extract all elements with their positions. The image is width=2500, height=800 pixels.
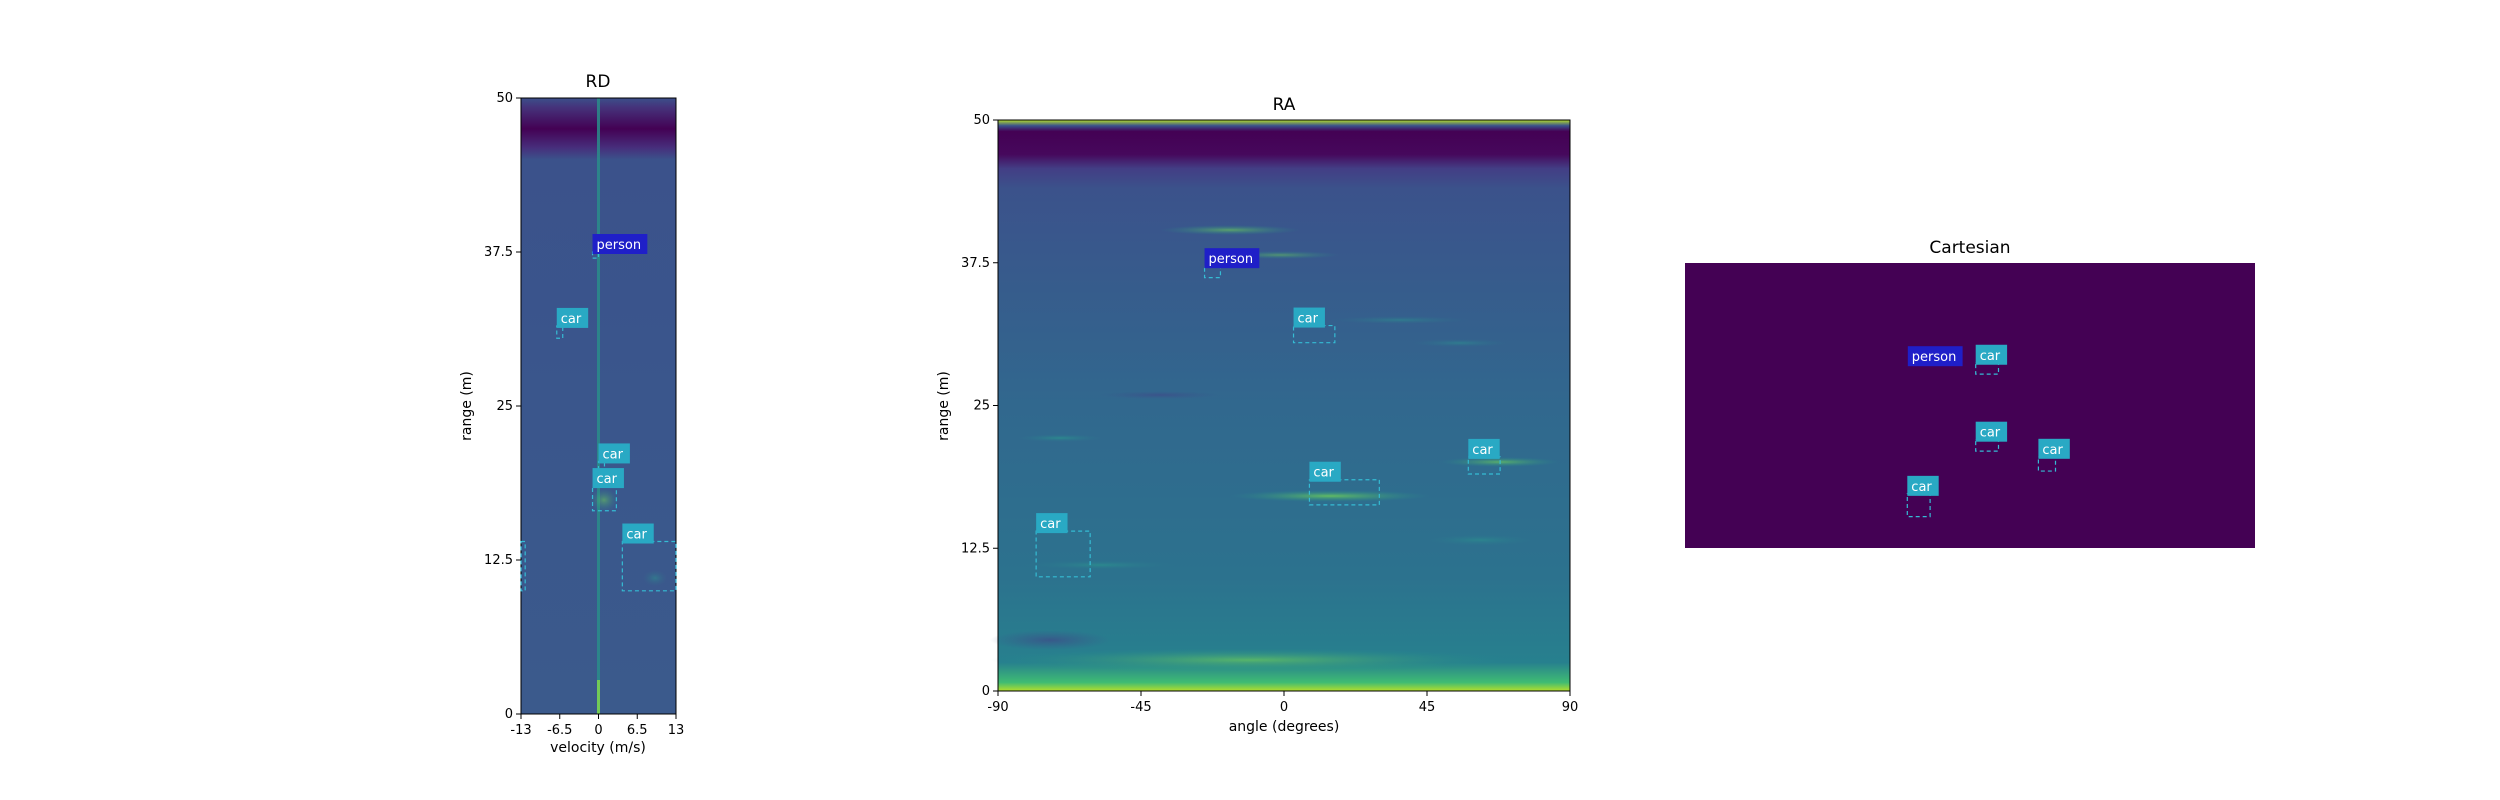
ra-streak bbox=[990, 648, 1510, 672]
rd-y-axis-label: range (m) bbox=[459, 371, 475, 441]
rd-detection-box bbox=[520, 540, 526, 592]
rd-x-tick-label: 13 bbox=[668, 723, 685, 738]
ra-y-tick-label: 50 bbox=[973, 113, 990, 128]
ra-y-tick-label: 25 bbox=[973, 399, 990, 414]
ra-y-ticks: 0 12.5 25 37.5 50 bbox=[961, 113, 998, 699]
rd-y-tick-label: 37.5 bbox=[484, 245, 513, 260]
ra-streak bbox=[1020, 560, 1180, 570]
rd-title: RD bbox=[586, 72, 611, 92]
cartesian-detection-label-bg bbox=[2038, 438, 2070, 459]
rd-y-ticks: 0 12.5 25 37.5 50 bbox=[484, 91, 521, 722]
cartesian-heatmap bbox=[1685, 263, 2255, 548]
ra-x-tick-label: 0 bbox=[1280, 700, 1288, 715]
ra-y-tick-label: 12.5 bbox=[961, 541, 990, 556]
ra-streak bbox=[990, 630, 1110, 650]
rd-blob bbox=[643, 570, 667, 586]
cartesian-detection-label: car bbox=[1980, 426, 2001, 441]
ra-detection-box bbox=[1292, 324, 1336, 344]
cartesian-title: Cartesian bbox=[1929, 238, 2010, 258]
ra-detection-label-bg bbox=[1204, 248, 1260, 269]
rd-detection-box bbox=[621, 540, 677, 592]
ra-x-ticks: -90 -45 0 45 90 bbox=[987, 691, 1578, 715]
cartesian-detection-label-bg bbox=[1907, 475, 1939, 496]
ra-detection-label-bg bbox=[1036, 513, 1068, 534]
ra-panel: RA person car car car car -90 -45 0 45 90 0 12.5 2… bbox=[936, 95, 1578, 735]
ra-detections: person car car car car bbox=[1035, 248, 1501, 578]
cartesian-detection-label-bg bbox=[1975, 344, 2008, 365]
ra-y-tick-label: 0 bbox=[982, 684, 990, 699]
cartesian-detection-label: car bbox=[2042, 443, 2063, 458]
rd-detection-label: car bbox=[597, 472, 618, 487]
rd-x-tick-label: -13 bbox=[510, 723, 531, 738]
ra-detection-label: car bbox=[1472, 443, 1493, 458]
cartesian-detections: person car car car car bbox=[1906, 344, 2070, 518]
rd-zero-doppler-bright bbox=[597, 680, 600, 714]
ra-detection-label-bg bbox=[1468, 438, 1500, 459]
rd-x-ticks: -13 -6.5 0 6.5 13 bbox=[510, 714, 684, 738]
ra-detection-label-bg bbox=[1293, 307, 1325, 328]
ra-streak bbox=[1410, 339, 1510, 347]
cartesian-detection-label-bg bbox=[1907, 346, 1963, 367]
cartesian-detection-label: car bbox=[1980, 349, 2001, 364]
ra-streak bbox=[1100, 391, 1220, 399]
ra-detection-label: car bbox=[1298, 312, 1319, 327]
ra-streak bbox=[1420, 534, 1540, 546]
rd-y-tick-label: 50 bbox=[496, 91, 513, 106]
rd-detection-box bbox=[591, 485, 617, 512]
cartesian-detection-box bbox=[1975, 362, 2000, 375]
ra-detection-box bbox=[1035, 530, 1091, 578]
rd-detection-label-bg bbox=[592, 468, 624, 489]
ra-y-axis-label: range (m) bbox=[936, 371, 952, 441]
ra-x-tick-label: -90 bbox=[987, 700, 1008, 715]
rd-zero-doppler-line bbox=[597, 98, 600, 714]
cartesian-detection-box bbox=[1906, 493, 1931, 518]
rd-x-axis-label: velocity (m/s) bbox=[550, 740, 646, 756]
rd-blob bbox=[590, 488, 618, 512]
rd-detections: person car car car car bbox=[520, 234, 677, 592]
ra-x-axis-label: angle (degrees) bbox=[1229, 719, 1340, 735]
rd-detection-label-bg bbox=[592, 234, 648, 254]
cartesian-detection-box bbox=[1975, 439, 2000, 452]
ra-detection-label-bg bbox=[1309, 461, 1341, 482]
cartesian-detection-label: person bbox=[1912, 350, 1957, 365]
rd-detection-label: person bbox=[597, 238, 642, 253]
rd-detection-label-bg bbox=[598, 443, 630, 464]
rd-x-tick-label: 0 bbox=[594, 723, 602, 738]
cartesian-detection-label: car bbox=[1911, 480, 1932, 495]
ra-streak bbox=[1160, 225, 1300, 235]
ra-streak bbox=[1015, 434, 1105, 442]
ra-y-tick-label: 37.5 bbox=[961, 256, 990, 271]
rd-y-tick-label: 12.5 bbox=[484, 553, 513, 568]
ra-detection-label: car bbox=[1040, 517, 1061, 532]
rd-y-tick-label: 25 bbox=[496, 399, 513, 414]
rd-detection-label-bg bbox=[622, 523, 654, 544]
ra-x-tick-label: 90 bbox=[1562, 700, 1579, 715]
ra-x-tick-label: -45 bbox=[1130, 700, 1151, 715]
rd-y-tick-label: 0 bbox=[505, 707, 513, 722]
ra-streak bbox=[1230, 490, 1430, 502]
rd-detection-label: car bbox=[603, 447, 624, 462]
ra-x-tick-label: 45 bbox=[1419, 700, 1436, 715]
rd-x-tick-label: 6.5 bbox=[627, 723, 648, 738]
ra-detection-box bbox=[1308, 479, 1380, 506]
rd-detection-label-bg bbox=[556, 307, 589, 328]
ra-streak bbox=[1330, 316, 1470, 324]
ra-detection-label: person bbox=[1209, 252, 1254, 267]
cartesian-detection-label-bg bbox=[1975, 421, 2008, 442]
rd-x-tick-label: -6.5 bbox=[547, 723, 572, 738]
cartesian-panel: Cartesian person car car car car bbox=[1685, 238, 2255, 548]
rd-detection-label: car bbox=[626, 528, 647, 543]
ra-heatmap bbox=[998, 120, 1570, 691]
rd-detection-label: car bbox=[561, 312, 582, 327]
ra-detection-label: car bbox=[1313, 466, 1334, 481]
ra-title: RA bbox=[1273, 95, 1296, 115]
rd-panel: RD person car car car car -13 -6.5 0 6.5 13 0 12.… bbox=[459, 72, 684, 756]
